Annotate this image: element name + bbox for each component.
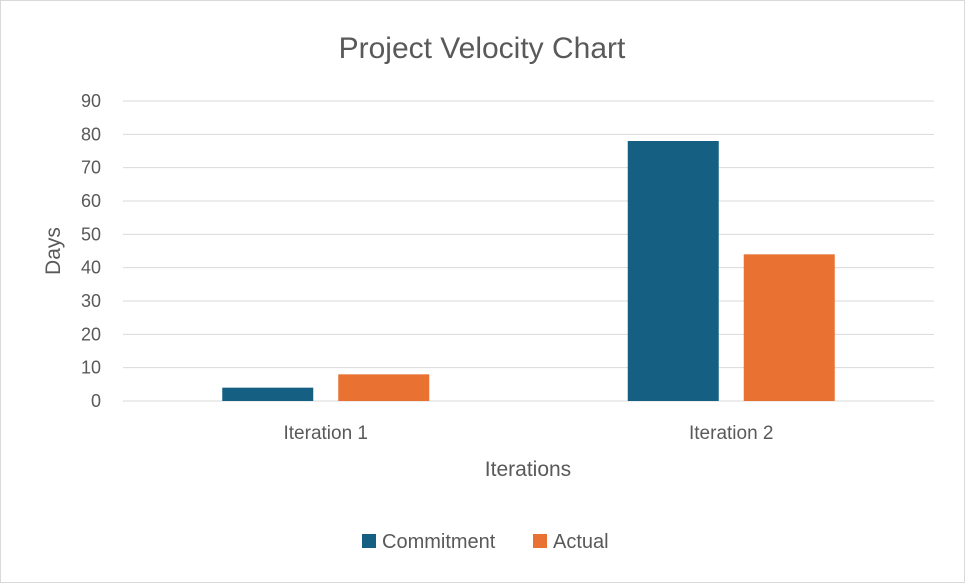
- legend-label-actual: Actual: [553, 531, 609, 553]
- y-tick-label: 60: [81, 191, 101, 211]
- bars: [222, 141, 835, 401]
- y-tick-label: 40: [81, 258, 101, 278]
- y-tick-label: 50: [81, 224, 101, 244]
- legend-label-commitment: Commitment: [382, 531, 496, 553]
- y-tick-label: 0: [91, 391, 101, 411]
- legend-swatch-actual: [533, 534, 547, 548]
- y-axis-title: Days: [42, 227, 65, 275]
- legend-swatch-commitment: [362, 534, 376, 548]
- y-tick-label: 10: [81, 358, 101, 378]
- y-tick-label: 90: [81, 91, 101, 111]
- chart-title: Project Velocity Chart: [339, 32, 626, 65]
- y-tick-label: 20: [81, 324, 101, 344]
- x-category-label: Iteration 1: [284, 423, 369, 444]
- bar-actual-2: [743, 254, 835, 401]
- y-tick-label: 80: [81, 124, 101, 144]
- bar-actual-1: [338, 374, 430, 401]
- x-axis-title: Iterations: [485, 458, 571, 481]
- y-tick-label: 30: [81, 291, 101, 311]
- bar-commitment-1: [222, 387, 314, 401]
- legend: Commitment Actual: [362, 531, 609, 553]
- x-axis-category-labels: Iteration 1 Iteration 2: [284, 423, 774, 444]
- y-tick-label: 70: [81, 158, 101, 178]
- x-category-label: Iteration 2: [689, 423, 774, 444]
- y-axis-tick-labels: 0 10 20 30 40 50 60 70 80 90: [81, 91, 101, 411]
- bar-commitment-2: [627, 141, 719, 401]
